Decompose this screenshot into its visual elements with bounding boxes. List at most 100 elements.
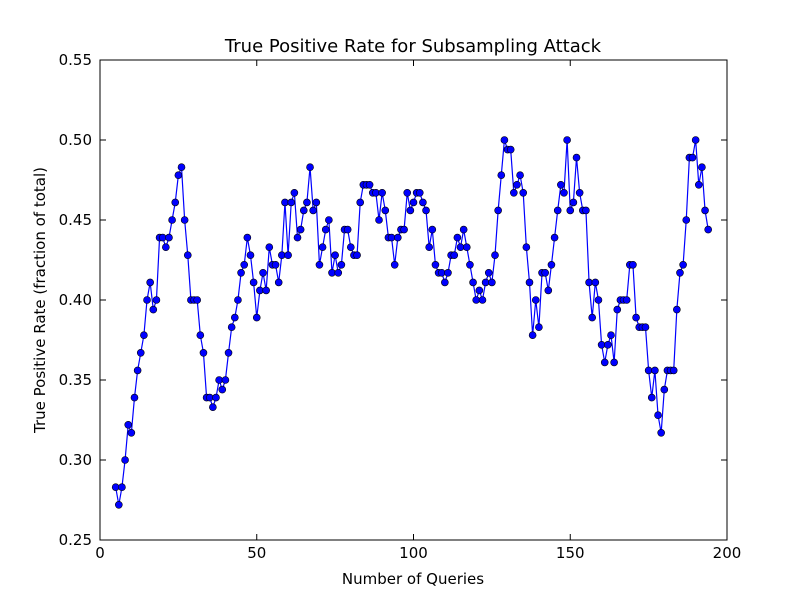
data-point — [604, 340, 612, 349]
data-point — [252, 313, 261, 322]
data-point — [334, 268, 343, 277]
data-point — [472, 296, 481, 304]
data-point — [647, 393, 656, 402]
data-point — [158, 233, 167, 242]
data-point — [488, 278, 496, 287]
data-point — [115, 500, 123, 509]
data-point — [694, 181, 703, 189]
data-point — [484, 268, 493, 277]
y-tick-label: 0.25 — [59, 531, 92, 549]
data-point — [165, 233, 173, 242]
data-point — [525, 278, 534, 287]
data-point — [365, 181, 374, 189]
data-point — [588, 313, 596, 322]
data-point — [278, 251, 286, 259]
data-point — [469, 278, 477, 287]
data-point — [560, 189, 568, 197]
data-point — [168, 216, 176, 224]
data-point — [622, 296, 631, 304]
data-point — [259, 268, 267, 277]
data-point — [669, 366, 678, 375]
data-point — [516, 171, 524, 179]
data-point — [629, 260, 637, 269]
y-tick-label: 0.45 — [59, 211, 92, 229]
data-point — [218, 385, 227, 394]
data-point — [378, 189, 386, 197]
data-point — [400, 225, 408, 234]
data-point — [557, 181, 565, 189]
data-point — [237, 268, 245, 277]
data-point — [152, 296, 161, 304]
data-point — [575, 189, 584, 197]
data-point — [146, 278, 154, 287]
data-point — [312, 198, 321, 207]
data-point — [691, 136, 700, 144]
plot-frame — [99, 59, 728, 541]
data-point — [130, 393, 139, 402]
data-point — [425, 243, 433, 251]
data-point — [500, 136, 509, 144]
data-point — [224, 348, 233, 357]
data-point — [140, 331, 148, 340]
data-point — [553, 206, 562, 215]
data-point — [221, 376, 230, 384]
data-point — [328, 268, 336, 277]
data-point — [306, 163, 314, 171]
data-point — [315, 260, 324, 269]
data-point — [372, 189, 380, 197]
data-point — [183, 251, 192, 259]
data-point — [171, 198, 180, 207]
data-point — [594, 296, 603, 304]
data-point — [657, 428, 665, 437]
data-point — [243, 233, 252, 242]
data-point — [227, 323, 236, 332]
data-point — [127, 428, 136, 437]
data-point — [177, 163, 186, 171]
data-point — [205, 393, 214, 402]
data-point — [541, 268, 549, 277]
data-point — [676, 268, 684, 277]
data-point — [162, 243, 170, 251]
data-point — [547, 260, 556, 269]
data-point — [271, 260, 280, 269]
data-point — [403, 189, 412, 197]
data-point — [133, 366, 142, 375]
data-point — [494, 206, 502, 215]
y-tick-label: 0.50 — [59, 131, 92, 149]
data-point — [118, 483, 126, 492]
data-point — [387, 233, 396, 242]
data-point — [466, 260, 474, 269]
data-point — [111, 483, 120, 492]
data-point — [431, 260, 440, 269]
data-point — [290, 189, 299, 197]
data-point — [325, 216, 333, 224]
data-point — [143, 296, 151, 304]
data-point — [600, 358, 609, 367]
data-point — [428, 225, 437, 234]
data-point — [491, 251, 499, 259]
data-point — [419, 198, 427, 207]
data-point — [215, 376, 223, 384]
x-tick-label: 50 — [247, 544, 266, 562]
data-point — [453, 233, 462, 242]
data-point — [284, 251, 292, 259]
data-point — [444, 268, 452, 277]
data-point — [136, 348, 145, 357]
data-point — [303, 198, 311, 207]
data-point — [462, 243, 471, 251]
data-point — [535, 323, 543, 332]
data-point — [256, 286, 264, 295]
data-point — [660, 385, 669, 394]
data-point — [566, 206, 575, 215]
data-point — [522, 243, 531, 251]
data-point — [698, 163, 706, 171]
data-point — [528, 331, 537, 340]
data-point — [550, 233, 559, 242]
data-point — [262, 286, 270, 295]
data-point — [415, 189, 424, 197]
data-point — [381, 206, 390, 215]
data-point — [121, 456, 129, 464]
series-line — [115, 139, 709, 505]
